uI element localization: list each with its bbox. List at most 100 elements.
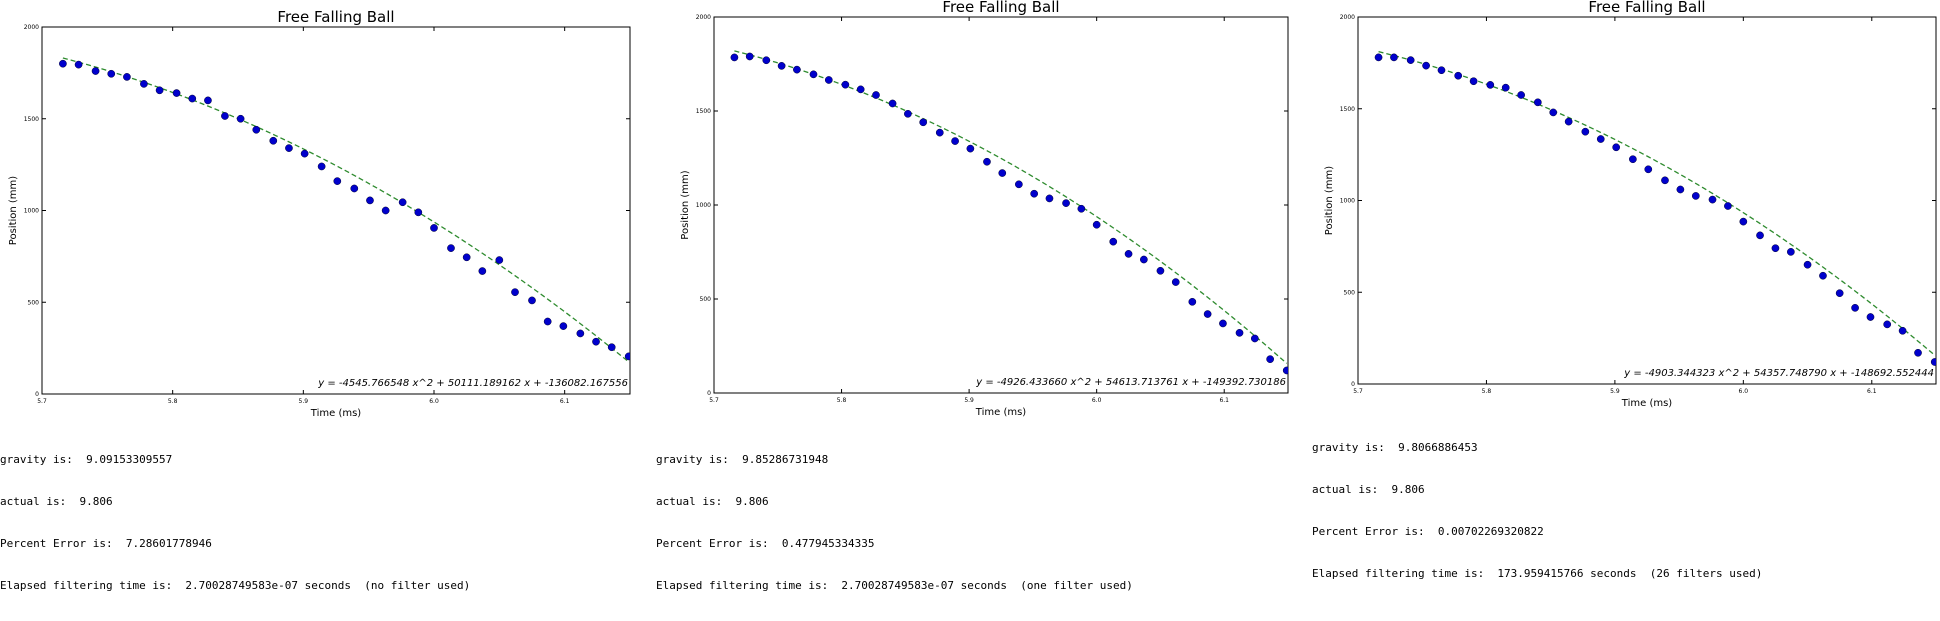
data-point bbox=[495, 256, 504, 264]
x-tick-label: 5.8 bbox=[837, 397, 847, 404]
percent-error-readout: Percent Error is: 0.00702269320822 bbox=[1312, 525, 1544, 538]
data-point bbox=[1835, 289, 1844, 298]
x-tick-label: 5.9 bbox=[1610, 388, 1620, 395]
stats-block: gravity is: 9.85286731948 actual is: 9.8… bbox=[656, 425, 1133, 621]
percent-error-readout: Percent Error is: 0.477945334335 bbox=[656, 537, 875, 550]
data-point bbox=[1819, 271, 1827, 280]
data-point bbox=[1077, 204, 1086, 213]
data-point bbox=[872, 91, 880, 99]
data-point bbox=[1171, 278, 1180, 286]
x-tick-label: 6.0 bbox=[1092, 397, 1102, 404]
data-point bbox=[1390, 53, 1398, 62]
data-point bbox=[1564, 117, 1573, 126]
data-point bbox=[1787, 248, 1795, 256]
x-axis-label: Time (ms) bbox=[310, 408, 362, 419]
data-point bbox=[1629, 155, 1637, 164]
data-point bbox=[1219, 319, 1227, 328]
x-tick-label: 6.1 bbox=[1867, 388, 1877, 395]
data-point bbox=[762, 56, 771, 65]
data-point bbox=[856, 85, 865, 94]
data-point bbox=[1549, 108, 1558, 117]
data-point bbox=[809, 70, 818, 79]
data-point bbox=[1930, 358, 1936, 366]
elapsed-time-readout: Elapsed filtering time is: 173.959415766… bbox=[1312, 567, 1763, 580]
actual-readout: actual is: 9.806 bbox=[0, 495, 113, 508]
x-axis-label: Time (ms) bbox=[975, 407, 1027, 418]
data-point bbox=[1140, 255, 1148, 264]
data-point bbox=[1676, 185, 1685, 194]
data-point bbox=[624, 352, 630, 361]
data-point bbox=[1724, 202, 1732, 210]
y-tick-label: 1000 bbox=[696, 202, 711, 209]
y-tick-label: 2000 bbox=[696, 14, 711, 21]
data-point bbox=[398, 198, 407, 207]
data-point bbox=[1109, 237, 1118, 246]
data-point bbox=[366, 196, 374, 205]
data-point bbox=[140, 80, 148, 88]
data-point bbox=[793, 65, 801, 74]
x-tick-label: 6.0 bbox=[1739, 388, 1749, 395]
data-point bbox=[1898, 326, 1907, 335]
chart-title: Free Falling Ball bbox=[1588, 0, 1705, 16]
chart-svg: Free Falling Ball 5.7 5.8 5.9 6.0 6.1 0 500 1000… bbox=[680, 0, 1289, 418]
data-point bbox=[730, 53, 739, 62]
data-point bbox=[1517, 91, 1525, 99]
data-point bbox=[236, 114, 245, 123]
chart-panel-no-filter: Free Falling Ball 5.7 5.8 5.9 6.0 6.1 0 500 1000… bbox=[0, 0, 640, 592]
data-point bbox=[1092, 220, 1101, 229]
data-point bbox=[1739, 217, 1748, 226]
chart-svg: Free Falling Ball 5.7 5.8 5.9 6.0 6.1 0 500 1000… bbox=[8, 8, 631, 419]
data-point bbox=[74, 60, 83, 69]
data-point bbox=[511, 288, 519, 297]
x-tick-label: 6.0 bbox=[429, 398, 439, 405]
data-point bbox=[1533, 98, 1542, 107]
stats-block: gravity is: 9.09153309557 actual is: 9.8… bbox=[0, 425, 470, 621]
data-point bbox=[528, 296, 536, 305]
data-point bbox=[123, 73, 131, 81]
x-tick-label: 5.7 bbox=[37, 398, 47, 405]
data-point bbox=[966, 144, 975, 153]
data-point bbox=[1406, 56, 1415, 64]
data-point bbox=[1374, 53, 1383, 62]
x-tick-label: 6.1 bbox=[560, 398, 570, 405]
data-point bbox=[543, 317, 552, 326]
data-point bbox=[1282, 366, 1288, 375]
data-point bbox=[1596, 135, 1605, 143]
data-point bbox=[1188, 297, 1197, 306]
data-point bbox=[777, 62, 786, 70]
gravity-readout: gravity is: 9.8066886453 bbox=[1312, 441, 1478, 454]
data-point bbox=[430, 224, 438, 232]
actual-readout: actual is: 9.806 bbox=[656, 495, 769, 508]
percent-error-readout: Percent Error is: 7.28601778946 bbox=[0, 537, 212, 550]
y-tick-label: 1000 bbox=[1340, 198, 1355, 205]
chart-panel-26-filters: Free Falling Ball 5.7 5.8 5.9 6.0 6.1 0 500 1000… bbox=[1312, 0, 1940, 580]
data-point bbox=[188, 94, 197, 103]
data-point bbox=[252, 125, 261, 134]
y-tick-label: 1500 bbox=[1340, 106, 1355, 113]
plot-frame bbox=[41, 26, 631, 395]
data-point bbox=[1235, 328, 1244, 337]
x-tick-label: 5.7 bbox=[1353, 388, 1363, 395]
data-point bbox=[1851, 303, 1859, 312]
data-point bbox=[221, 112, 229, 120]
x-tick-label: 5.7 bbox=[709, 397, 719, 404]
y-tick-label: 2000 bbox=[24, 24, 39, 31]
data-point bbox=[888, 99, 897, 108]
data-point bbox=[1486, 81, 1495, 89]
y-tick-label: 0 bbox=[35, 391, 39, 398]
data-point bbox=[841, 80, 850, 89]
data-point bbox=[592, 337, 600, 346]
data-point bbox=[919, 118, 928, 127]
data-point bbox=[576, 329, 585, 338]
data-point bbox=[91, 67, 100, 75]
fit-equation: y = -4926.433660 x^2 + 54613.713761 x + … bbox=[975, 377, 1286, 388]
data-point bbox=[1437, 66, 1446, 75]
data-point bbox=[1469, 77, 1478, 86]
y-tick-label: 500 bbox=[700, 296, 712, 303]
chart-title: Free Falling Ball bbox=[942, 0, 1059, 16]
data-point bbox=[1581, 127, 1590, 136]
y-tick-label: 0 bbox=[1351, 381, 1355, 388]
data-point bbox=[1124, 250, 1133, 258]
data-point bbox=[1030, 189, 1039, 198]
data-point bbox=[1266, 355, 1274, 364]
